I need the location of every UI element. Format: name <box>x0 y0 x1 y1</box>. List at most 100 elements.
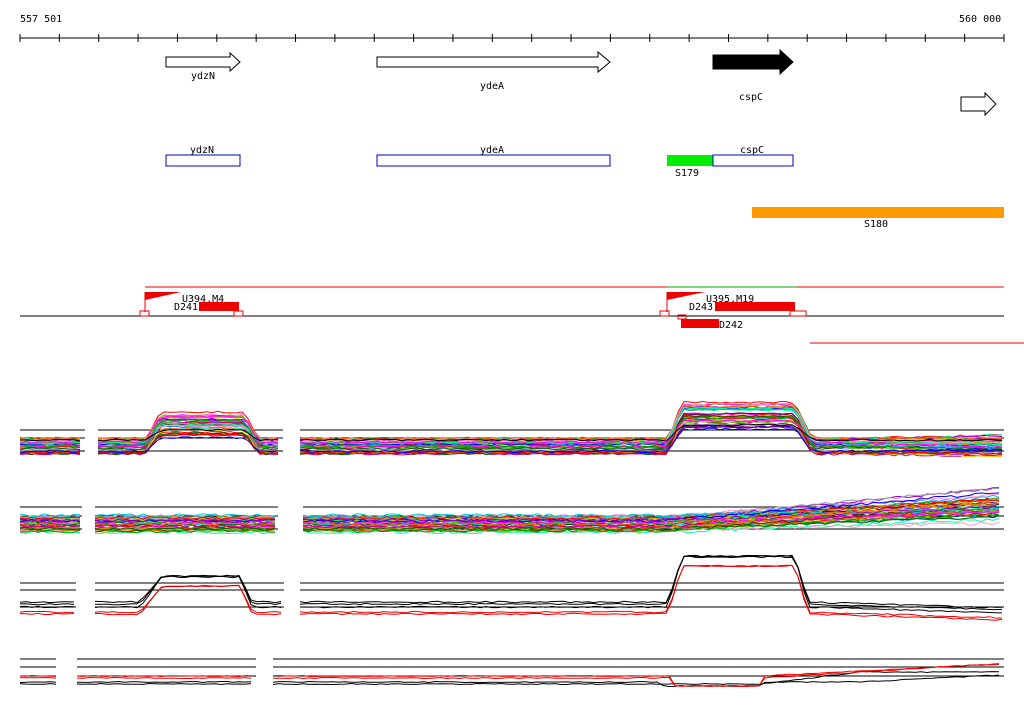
profile-line <box>20 438 81 442</box>
feature-U394-M4[interactable]: U394,M4 <box>139 292 224 317</box>
profile-line <box>94 524 276 529</box>
profile-line <box>94 526 276 531</box>
profile-line <box>94 513 276 518</box>
cds-track: ydzN ydeA S179 cspC <box>165 145 794 179</box>
profile-line <box>302 515 1000 531</box>
coordinate-ruler: 557 501 560 000 <box>19 14 1005 42</box>
expression-panel-4 <box>19 658 1004 688</box>
profile-line <box>97 419 279 448</box>
profile-line <box>19 516 80 520</box>
profile-line <box>299 422 1003 457</box>
profile-line <box>20 676 57 679</box>
profile-line <box>19 436 81 440</box>
profile-line <box>299 405 1003 440</box>
profile-line <box>19 681 57 683</box>
profile-line <box>76 675 252 678</box>
profile-line <box>19 683 57 685</box>
ruler-ticks <box>19 34 1005 42</box>
profile-line <box>76 682 252 686</box>
profile-line <box>19 445 81 449</box>
profile-line <box>94 529 276 534</box>
profile-line <box>302 508 1000 529</box>
profile-line <box>19 674 57 677</box>
profile-line <box>299 564 1003 621</box>
feature-label-D241: D241 <box>174 302 198 313</box>
profile-line <box>19 612 75 615</box>
gene-label-cspC: cspC <box>739 92 763 103</box>
profile-line <box>302 492 1000 523</box>
cds-label-ydeA: ydeA <box>480 145 504 156</box>
profile-line <box>299 555 1003 614</box>
gene-track: ydzN ydeA cspC <box>165 48 997 117</box>
profile-line <box>19 610 75 614</box>
cds-label-cspC: cspC <box>740 145 764 156</box>
cds-box-ydeA[interactable]: ydeA <box>376 145 611 167</box>
feature-U395-M19[interactable]: U395,M19 <box>659 292 754 317</box>
profile-line <box>302 513 1000 533</box>
profile-line <box>19 526 81 531</box>
profile-line <box>94 515 276 520</box>
gene-label-ydeA: ydeA <box>480 81 504 92</box>
profile-line <box>302 499 1000 520</box>
profile-line <box>97 436 279 454</box>
feature-label-U395-M19: U395,M19 <box>706 294 754 305</box>
profile-line <box>302 506 1000 523</box>
cds-label-ydzN: ydzN <box>190 145 214 156</box>
gene-label-ydzN: ydzN <box>191 71 215 82</box>
profile-line <box>94 574 282 604</box>
feature-D244[interactable]: D244 <box>728 302 752 313</box>
profile-line <box>299 400 1003 442</box>
profile-line <box>20 529 81 534</box>
profile-line <box>302 499 1000 522</box>
expression-panel-3 <box>19 554 1004 621</box>
feature-label-U394-M4: U394,M4 <box>182 294 224 305</box>
gene-arrow-ydzN[interactable]: ydzN <box>165 51 241 82</box>
profile-line <box>19 450 81 454</box>
profile-line <box>97 422 279 445</box>
profile-line <box>299 423 1003 442</box>
profile-line <box>302 501 999 527</box>
profile-line <box>19 522 81 527</box>
profile-line <box>299 554 1003 611</box>
profile-line <box>272 663 1000 688</box>
feature-D243[interactable]: D243 <box>689 302 807 317</box>
profile-line <box>76 680 252 684</box>
ruler-end-label: 560 000 <box>959 14 1001 25</box>
profile-line <box>299 402 1003 441</box>
ruler-start-label: 557 501 <box>20 14 62 25</box>
profile-line <box>94 522 276 527</box>
profile-line <box>19 603 75 606</box>
profile-line <box>19 518 81 523</box>
profile-line <box>19 605 75 609</box>
profile-line <box>97 432 279 451</box>
profile-line <box>299 427 1003 454</box>
profile-line <box>19 440 81 444</box>
profile-line <box>94 584 282 614</box>
profile-line <box>97 428 279 442</box>
profile-line <box>97 415 279 444</box>
gene-arrow-cspC[interactable]: cspC <box>712 48 794 103</box>
profile-line <box>19 530 81 535</box>
profile-line <box>299 564 1003 619</box>
profile-line <box>19 449 81 452</box>
feature-label-D242: D242 <box>719 320 743 331</box>
profile-line <box>19 601 75 604</box>
expression-panel-2 <box>19 487 1004 535</box>
profile-line <box>299 416 1003 450</box>
segment-label-S180: S180 <box>864 219 888 230</box>
feature-D242[interactable]: D242 <box>677 314 743 331</box>
profile-line <box>94 518 276 523</box>
profile-line <box>299 554 1003 609</box>
profile-line <box>299 408 1003 442</box>
cds-box-cspC[interactable]: cspC <box>712 145 794 167</box>
segment-S179[interactable]: S179 <box>667 155 713 179</box>
profile-line <box>272 670 1000 686</box>
cds-box-ydzN[interactable]: ydzN <box>165 145 241 167</box>
feature-D241[interactable]: D241 <box>174 302 244 317</box>
profile-line <box>19 522 81 526</box>
profile-line <box>272 674 1000 688</box>
segment-S180[interactable]: S180 <box>752 207 1004 230</box>
profile-line <box>19 444 81 448</box>
gene-arrow-ydeA[interactable]: ydeA <box>376 50 611 92</box>
gene-arrow-unnamed[interactable] <box>960 91 997 117</box>
